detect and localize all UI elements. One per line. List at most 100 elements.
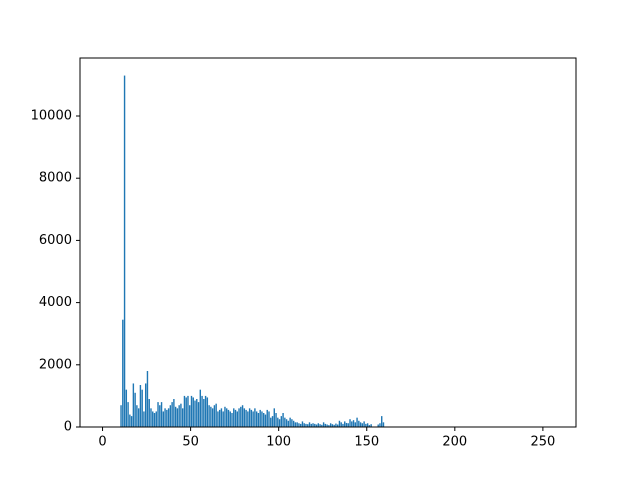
bar bbox=[160, 402, 163, 427]
y-tick-label: 10000 bbox=[31, 109, 72, 124]
bar bbox=[363, 421, 365, 427]
bar bbox=[229, 411, 231, 427]
bar bbox=[317, 423, 320, 427]
bar bbox=[344, 421, 346, 427]
x-tick-label: 200 bbox=[442, 435, 467, 450]
bar bbox=[196, 399, 198, 427]
plot-frame bbox=[79, 57, 577, 428]
y-tick-label: 6000 bbox=[39, 233, 72, 248]
bar bbox=[273, 408, 275, 427]
bar bbox=[137, 408, 140, 427]
bar bbox=[169, 405, 172, 427]
bar bbox=[236, 411, 238, 427]
bar bbox=[377, 424, 379, 427]
bar bbox=[319, 424, 321, 427]
bar bbox=[340, 422, 342, 427]
bar bbox=[125, 389, 128, 427]
bar bbox=[123, 75, 126, 428]
y-tick-label: 0 bbox=[64, 420, 72, 435]
bar bbox=[351, 421, 353, 427]
bar bbox=[155, 411, 157, 427]
bar bbox=[296, 422, 298, 427]
bar bbox=[127, 402, 129, 427]
bar bbox=[139, 385, 142, 427]
bar bbox=[174, 406, 177, 427]
bar bbox=[153, 413, 156, 427]
bar bbox=[308, 422, 311, 427]
bar bbox=[289, 417, 291, 427]
bar bbox=[301, 421, 304, 427]
bar bbox=[266, 409, 268, 427]
bar bbox=[324, 423, 327, 427]
bar bbox=[122, 319, 124, 427]
bar bbox=[250, 409, 253, 427]
bar bbox=[245, 409, 247, 427]
bar bbox=[368, 425, 371, 427]
bar bbox=[190, 395, 193, 427]
bar bbox=[333, 424, 335, 427]
bar bbox=[159, 405, 161, 427]
y-tick-label: 8000 bbox=[39, 171, 72, 186]
bar bbox=[166, 409, 168, 427]
bar bbox=[152, 411, 154, 427]
bar bbox=[275, 413, 277, 427]
bar bbox=[217, 411, 219, 427]
bar bbox=[199, 389, 202, 427]
bar bbox=[328, 425, 330, 427]
bar bbox=[329, 423, 332, 427]
bar bbox=[335, 423, 337, 427]
bar bbox=[336, 424, 339, 427]
bar bbox=[349, 419, 351, 427]
bar bbox=[224, 406, 226, 427]
bar bbox=[183, 395, 186, 427]
bar bbox=[203, 399, 205, 427]
bar bbox=[370, 424, 372, 427]
bar bbox=[164, 408, 166, 427]
bar bbox=[259, 409, 261, 427]
bar bbox=[144, 383, 147, 427]
bar bbox=[189, 405, 191, 427]
bar bbox=[303, 423, 305, 427]
bar bbox=[234, 409, 237, 427]
bar bbox=[298, 423, 300, 427]
bar bbox=[358, 420, 360, 427]
bar bbox=[180, 403, 182, 427]
bar bbox=[148, 399, 150, 427]
bar bbox=[359, 422, 362, 427]
bar bbox=[257, 413, 260, 427]
bar bbox=[187, 395, 189, 427]
bar bbox=[255, 411, 258, 427]
bar bbox=[222, 411, 224, 427]
bar bbox=[238, 408, 240, 427]
bar bbox=[231, 413, 233, 427]
bar bbox=[352, 420, 355, 427]
bar bbox=[310, 423, 312, 427]
bar bbox=[178, 405, 180, 427]
bar bbox=[291, 419, 293, 427]
bar bbox=[307, 424, 309, 427]
bar bbox=[185, 397, 187, 427]
bar bbox=[248, 408, 251, 427]
bar bbox=[143, 411, 145, 427]
bar bbox=[354, 422, 357, 427]
bar bbox=[215, 403, 217, 427]
bar bbox=[157, 402, 159, 427]
bar bbox=[326, 424, 328, 427]
bar bbox=[254, 408, 256, 427]
x-tick-label: 150 bbox=[354, 435, 379, 450]
bar bbox=[208, 405, 210, 427]
bar bbox=[285, 419, 288, 427]
x-tick-label: 50 bbox=[182, 435, 199, 450]
bar bbox=[206, 397, 209, 427]
bar bbox=[366, 423, 369, 427]
y-tick-label: 2000 bbox=[39, 357, 72, 372]
bar bbox=[150, 408, 152, 427]
bar bbox=[292, 420, 295, 427]
bar bbox=[136, 405, 138, 427]
bar bbox=[243, 408, 246, 427]
bar bbox=[227, 409, 230, 427]
y-tick-label: 4000 bbox=[39, 295, 72, 310]
bar bbox=[241, 405, 244, 427]
